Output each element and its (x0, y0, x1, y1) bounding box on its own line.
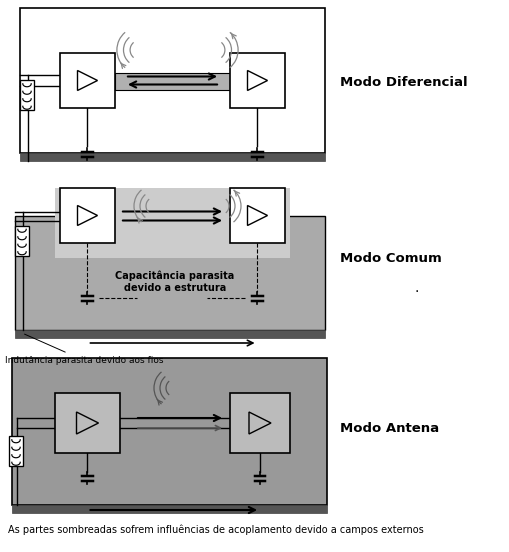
Bar (60, 188, 115, 243)
Bar (20, 80, 34, 110)
Polygon shape (247, 205, 268, 226)
Bar (12, 358, 327, 505)
Text: Modo Comum: Modo Comum (340, 252, 442, 264)
Polygon shape (76, 412, 99, 434)
Text: As partes sombreadas sofrem influências de acoplamento devido a campos externos: As partes sombreadas sofrem influências … (8, 525, 424, 535)
Text: Modo Antena: Modo Antena (340, 422, 439, 434)
Bar (230, 393, 290, 453)
Bar (15, 226, 29, 256)
Bar (15, 330, 325, 338)
Bar (115, 72, 230, 89)
Bar (20, 153, 325, 161)
Bar (55, 188, 290, 258)
Bar (15, 216, 325, 330)
Text: .: . (415, 281, 419, 295)
Text: Modo Diferencial: Modo Diferencial (340, 77, 468, 89)
Polygon shape (247, 71, 268, 91)
Bar (230, 53, 285, 108)
Polygon shape (77, 205, 98, 226)
Polygon shape (77, 71, 98, 91)
Bar (60, 53, 115, 108)
Bar (55, 393, 120, 453)
Text: Indutância parasita devido aos fios: Indutância parasita devido aos fios (5, 334, 163, 365)
Text: Capacitância parasita
devido a estrutura: Capacitância parasita devido a estrutura (116, 271, 235, 293)
Polygon shape (249, 412, 271, 434)
Bar (9, 436, 23, 466)
Bar (12, 505, 327, 513)
Bar (20, 8, 325, 153)
Bar (230, 188, 285, 243)
